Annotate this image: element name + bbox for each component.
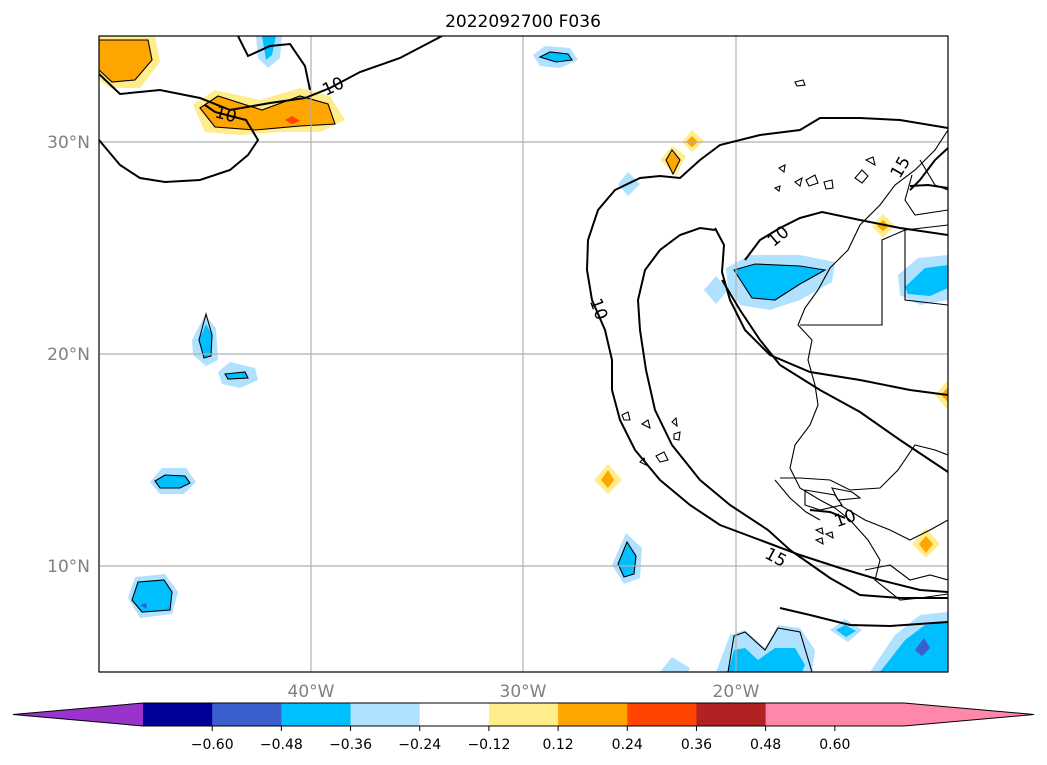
colorbar-segment (212, 703, 282, 726)
colorbar-tick-label: −0.12 (467, 737, 510, 753)
colorbar-segment (696, 703, 767, 726)
colorbar-segment (627, 703, 697, 726)
colorbar: −0.60 −0.48 −0.36 −0.24 −0.12 0.12 0.24 0.36 0.4… (12, 702, 1035, 753)
anomaly-outline (99, 39, 827, 672)
lat-label-30n: 30°N (47, 133, 90, 153)
colorbar-segment (834, 703, 905, 726)
graticule (99, 36, 948, 672)
lat-label-20n: 20°N (47, 345, 90, 365)
plot-frame (98, 35, 949, 673)
map-title: 2022092700 F036 (445, 12, 601, 32)
colorbar-extend-low (13, 703, 143, 726)
lon-label-30w: 30°W (500, 682, 547, 702)
colorbar-outline (12, 702, 1035, 727)
colorbar-extend-high (904, 703, 1034, 726)
colorbar-tick-label: 0.48 (750, 737, 781, 753)
colorbar-segment (350, 703, 421, 726)
colorbar-tick-label: −0.48 (260, 737, 303, 753)
colorbar-tick-label: −0.60 (191, 737, 234, 753)
map-plot-area: 10 10 10 10 15 15 10 (99, 36, 948, 672)
colorbar-segment (558, 703, 628, 726)
lon-label-40w: 40°W (288, 682, 335, 702)
colorbar-tick-label: 0.60 (819, 737, 850, 753)
colorbar-segment (281, 703, 352, 726)
lon-label-20w: 20°W (713, 682, 760, 702)
lat-label-10n: 10°N (47, 557, 90, 577)
anomaly-fill (99, 36, 948, 672)
colorbar-tick-label: 0.12 (543, 737, 574, 753)
contour-lines (99, 36, 948, 628)
colorbar-segment (419, 703, 490, 726)
colorbar-tick-label: 0.24 (612, 737, 643, 753)
colorbar-tick-label: −0.36 (329, 737, 372, 753)
colorbar-tick-label: −0.24 (398, 737, 441, 753)
latitude-labels: 30°N 20°N 10°N (47, 133, 90, 577)
coastlines (621, 79, 948, 601)
colorbar-segment (765, 703, 836, 726)
colorbar-tick-label: 0.36 (681, 737, 712, 753)
longitude-labels: 40°W 30°W 20°W (288, 682, 760, 702)
colorbar-segment (143, 703, 213, 726)
colorbar-segment (488, 703, 559, 726)
